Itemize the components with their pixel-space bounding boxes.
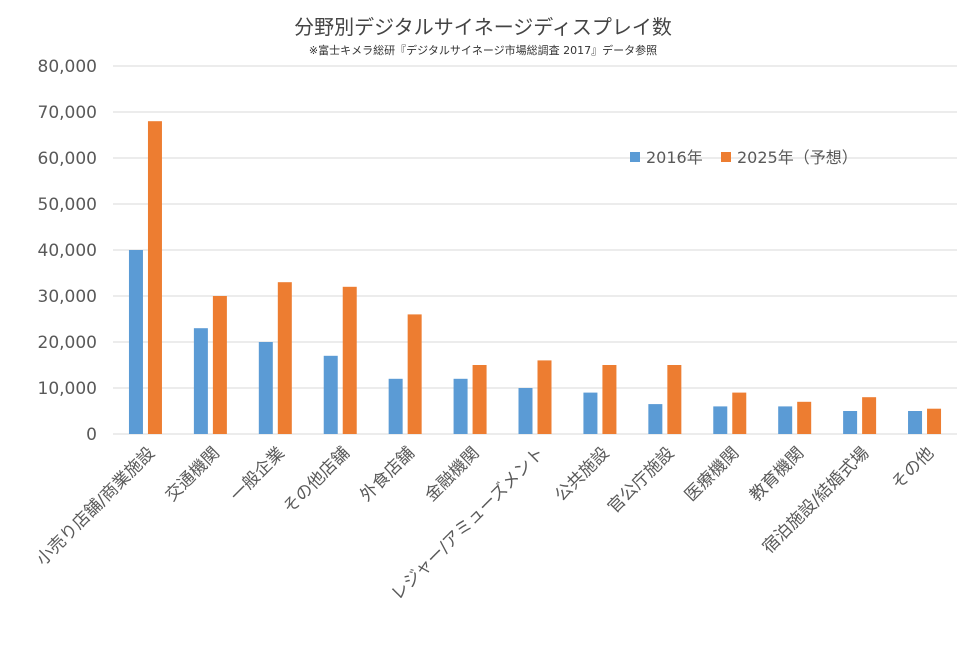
bar-series2 (342, 286, 357, 434)
bar-series1 (908, 411, 923, 434)
x-tick-label: その他 (888, 443, 938, 493)
bars (128, 121, 942, 434)
bar-series1 (713, 406, 728, 434)
x-tick-label: 小売り店舗/商業施設 (33, 443, 159, 569)
bar-series1 (258, 342, 273, 434)
bar-series2 (862, 397, 877, 434)
bar-series2 (472, 365, 487, 434)
bar-series1 (648, 404, 663, 434)
bar-series1 (778, 406, 793, 434)
y-axis-ticks: 0 10,000 20,000 30,000 40,000 50,000 60,000 70,… (38, 57, 97, 445)
legend-label: 2016年 (646, 148, 703, 167)
bar-series2 (602, 365, 617, 434)
bar-series1 (843, 411, 858, 434)
x-tick-label: その他店舗 (280, 443, 354, 517)
bar-series1 (128, 250, 143, 434)
bar-series1 (323, 355, 338, 434)
y-tick-label: 10,000 (38, 379, 97, 399)
bar-series1 (518, 388, 533, 434)
legend-swatch (721, 152, 731, 162)
y-tick-label: 50,000 (38, 195, 97, 215)
x-tick-label: 公共施設 (551, 443, 613, 505)
legend: 2016年 2025年（予想） (630, 148, 858, 167)
bar-series2 (537, 360, 552, 434)
y-tick-label: 40,000 (38, 241, 97, 261)
y-tick-label: 0 (86, 425, 97, 445)
y-tick-label: 80,000 (38, 57, 97, 77)
legend-swatch (630, 152, 640, 162)
bar-series2 (277, 282, 292, 434)
x-tick-label: 交通機関 (162, 443, 224, 505)
bar-series2 (732, 392, 747, 434)
x-tick-label: 官公庁施設 (604, 443, 678, 517)
bar-series2 (797, 401, 812, 434)
bar-series2 (407, 314, 422, 434)
chart-title: 分野別デジタルサイネージディスプレイ数 (294, 15, 672, 39)
y-tick-label: 30,000 (38, 287, 97, 307)
bar-series1 (583, 392, 598, 434)
y-tick-label: 20,000 (38, 333, 97, 353)
legend-label: 2025年（予想） (737, 148, 858, 167)
bar-series1 (453, 378, 468, 434)
bar-series2 (147, 121, 162, 434)
bar-series1 (388, 378, 403, 434)
x-tick-label: 外食店舗 (356, 443, 418, 505)
bar-series2 (927, 408, 942, 434)
x-tick-label: 医療機関 (681, 443, 743, 505)
y-tick-label: 70,000 (38, 103, 97, 123)
x-tick-label: 教育機関 (746, 443, 808, 505)
x-tick-label: 金融機関 (421, 443, 483, 505)
x-tick-label: 一般企業 (227, 443, 289, 505)
bar-series2 (212, 296, 227, 434)
chart-subtitle: ※富士キメラ総研『デジタルサイネージ市場総調査 2017』データ参照 (309, 43, 657, 57)
y-tick-label: 60,000 (38, 149, 97, 169)
gridlines (113, 65, 957, 435)
bar-series1 (193, 328, 208, 434)
bar-series2 (667, 365, 682, 434)
